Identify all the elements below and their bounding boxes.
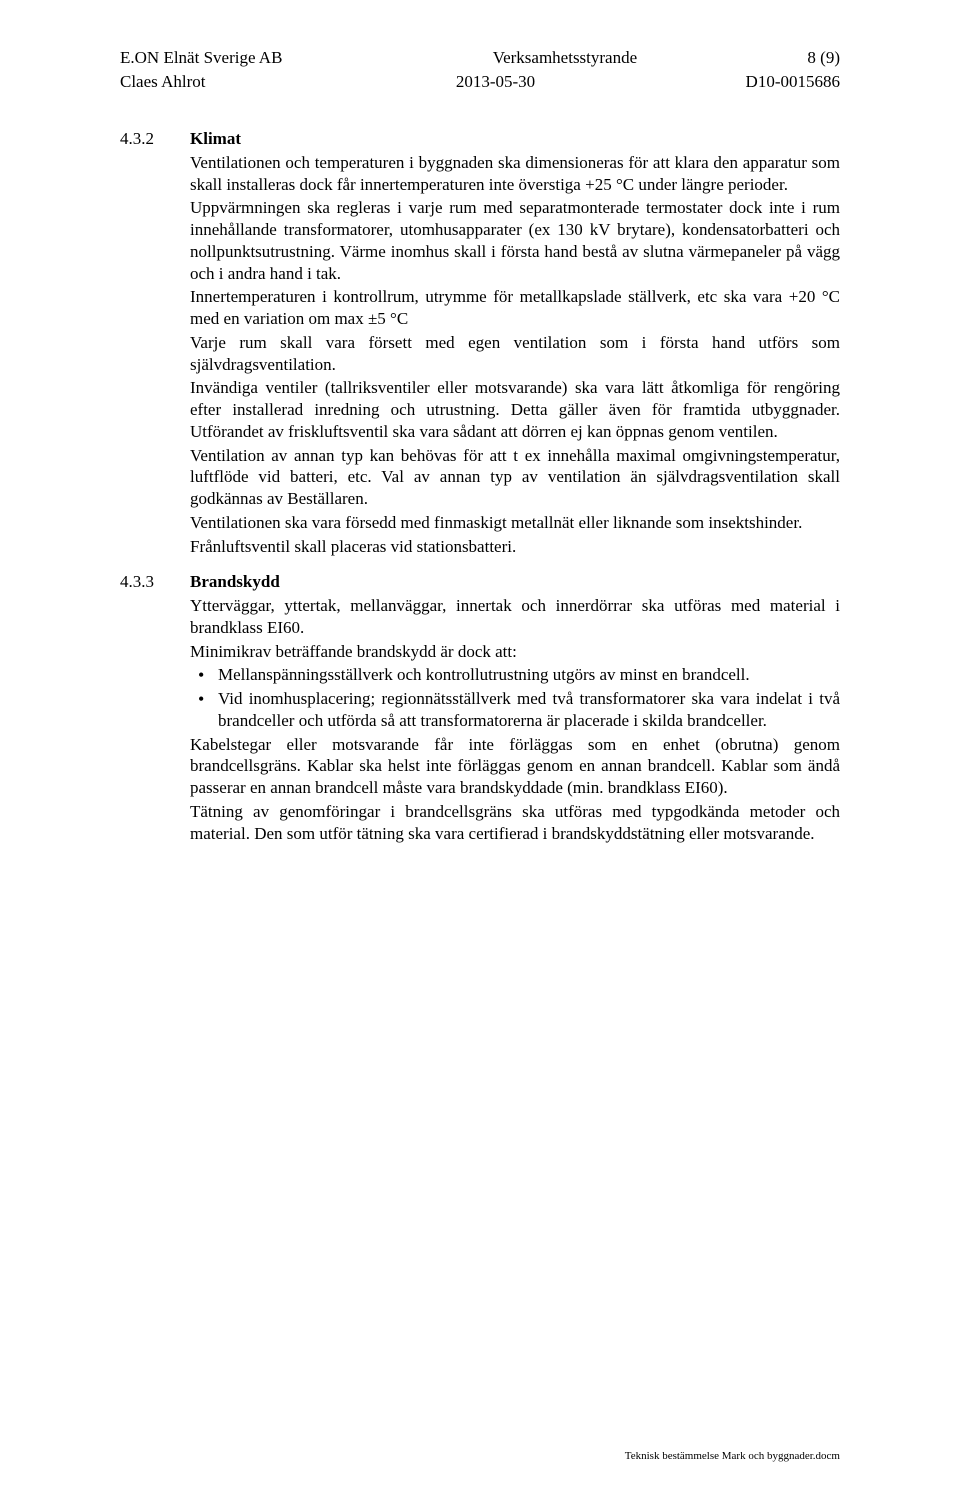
section-heading: Klimat (190, 128, 840, 150)
paragraph: Ventilationen ska vara försedd med finma… (190, 512, 840, 534)
footer-filename: Teknisk bestämmelse Mark och byggnader.d… (625, 1450, 840, 1462)
paragraph: Invändiga ventiler (tallriksventiler ell… (190, 377, 840, 442)
list-item: Mellanspänningsställverk och kontrollutr… (190, 664, 840, 686)
header-page: 8 (9) (807, 48, 840, 68)
header-title: Verksamhetsstyrande (282, 48, 807, 68)
paragraph: Varje rum skall vara försett med egen ve… (190, 332, 840, 376)
paragraph: Uppvärmningen ska regleras i varje rum m… (190, 197, 840, 284)
paragraph: Ventilationen och temperaturen i byggnad… (190, 152, 840, 196)
header: E.ON Elnät Sverige AB Verksamhetsstyrand… (120, 48, 840, 68)
paragraph: Kabelstegar eller motsvarande får inte f… (190, 734, 840, 799)
paragraph: Innertemperaturen i kontrollrum, utrymme… (190, 286, 840, 330)
section-number: 4.3.3 (120, 571, 190, 846)
section-body: Klimat Ventilationen och temperaturen i … (190, 128, 840, 559)
bullet-list: Mellanspänningsställverk och kontrollutr… (190, 664, 840, 731)
section-number: 4.3.2 (120, 128, 190, 559)
list-item: Vid inomhusplacering; regionnätsställver… (190, 688, 840, 732)
subheader: Claes Ahlrot 2013-05-30 D10-0015686 (120, 72, 840, 92)
section-brandskydd: 4.3.3 Brandskydd Ytterväggar, yttertak, … (120, 571, 840, 846)
paragraph: Ventilation av annan typ kan behövas för… (190, 445, 840, 510)
paragraph: Frånluftsventil skall placeras vid stati… (190, 536, 840, 558)
header-date: 2013-05-30 (205, 72, 745, 92)
paragraph: Tätning av genomföringar i brandcellsgrä… (190, 801, 840, 845)
paragraph: Minimikrav beträffande brandskydd är doc… (190, 641, 840, 663)
paragraph: Ytterväggar, yttertak, mellanväggar, inn… (190, 595, 840, 639)
section-klimat: 4.3.2 Klimat Ventilationen och temperatu… (120, 128, 840, 559)
header-author: Claes Ahlrot (120, 72, 205, 92)
header-company: E.ON Elnät Sverige AB (120, 48, 282, 68)
section-heading: Brandskydd (190, 571, 840, 593)
section-body: Brandskydd Ytterväggar, yttertak, mellan… (190, 571, 840, 846)
header-docnum: D10-0015686 (746, 72, 840, 92)
